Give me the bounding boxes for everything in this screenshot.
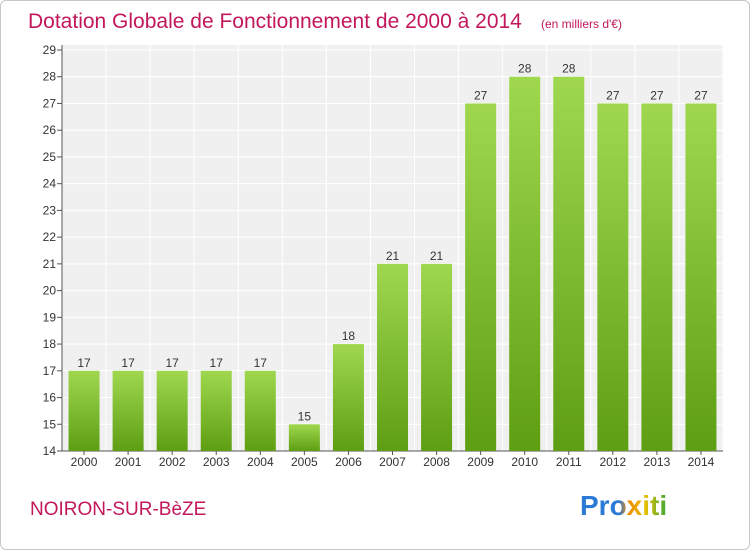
- bar-2014: [685, 103, 717, 451]
- x-tick-label-2000: 2000: [71, 455, 98, 469]
- y-tick-label-25: 25: [43, 150, 57, 164]
- y-tick-label-16: 16: [43, 391, 57, 405]
- chart-title: Dotation Globale de Fonctionnement de 20…: [28, 10, 522, 33]
- data-label-2009: 27: [474, 88, 488, 102]
- data-label-2000: 17: [77, 356, 91, 370]
- bar-2001: [112, 370, 144, 451]
- data-label-2007: 21: [386, 249, 400, 263]
- bar-2008: [421, 263, 453, 451]
- chart-unit: (en milliers d'€): [541, 17, 622, 31]
- x-tick-label-2013: 2013: [644, 455, 671, 469]
- bar-2007: [377, 263, 408, 451]
- y-tick-label-17: 17: [43, 364, 57, 378]
- x-tick-label-2002: 2002: [159, 455, 186, 469]
- y-tick-label-26: 26: [43, 123, 57, 137]
- data-labels: 17 17 17 17 17 15 18 21 21 27 28 28 27 27 27: [77, 62, 708, 424]
- y-tick-label-15: 15: [43, 417, 57, 431]
- x-tick-label-2007: 2007: [379, 455, 406, 469]
- x-tick-label-2014: 2014: [688, 455, 715, 469]
- data-label-2005: 15: [298, 409, 312, 423]
- data-label-2011: 28: [562, 62, 576, 76]
- bar-2011: [553, 76, 585, 451]
- y-tick-label-22: 22: [43, 230, 57, 244]
- x-tick-label-2003: 2003: [203, 455, 230, 469]
- commune-name: NOIRON-SUR-BèZE: [30, 499, 206, 520]
- data-label-2014: 27: [694, 88, 708, 102]
- y-tick-label-19: 19: [43, 310, 57, 324]
- x-tick-labels: 2000 2001 2002 2003 2004 2005 2006 2007 2008 2009…: [71, 455, 715, 469]
- y-tick-label-20: 20: [43, 284, 57, 298]
- x-tick-label-2006: 2006: [335, 455, 362, 469]
- y-tick-labels: 14 15 16 17 18 19 20 21 22 23 24 25 26 27 28 29: [43, 43, 57, 458]
- x-tick-label-2010: 2010: [511, 455, 538, 469]
- data-label-2002: 17: [165, 356, 179, 370]
- bar-2012: [597, 103, 629, 451]
- y-tick-label-28: 28: [43, 70, 57, 84]
- x-tick-label-2011: 2011: [556, 455, 582, 469]
- x-tick-label-2004: 2004: [247, 455, 274, 469]
- data-label-2003: 17: [210, 356, 224, 370]
- bar-2004: [244, 370, 276, 451]
- bar-2000: [68, 370, 100, 451]
- x-tick-label-2012: 2012: [599, 455, 626, 469]
- data-label-2013: 27: [650, 88, 664, 102]
- x-tick-label-2001: 2001: [115, 455, 142, 469]
- bars: [68, 76, 717, 451]
- bar-2005: [288, 424, 320, 451]
- data-label-2006: 18: [342, 329, 356, 343]
- y-tick-label-14: 14: [43, 444, 57, 458]
- bar-2006: [332, 344, 364, 451]
- bar-2013: [641, 103, 673, 451]
- data-label-2004: 17: [254, 356, 268, 370]
- data-label-2001: 17: [121, 356, 135, 370]
- x-tick-label-2008: 2008: [423, 455, 450, 469]
- proxiti-logo: Proxiti: [580, 490, 667, 521]
- data-label-2008: 21: [430, 249, 444, 263]
- bar-2003: [200, 370, 232, 451]
- bar-2002: [156, 370, 188, 451]
- data-label-2010: 28: [518, 62, 532, 76]
- y-tick-label-18: 18: [43, 337, 57, 351]
- y-tick-label-27: 27: [43, 96, 57, 110]
- y-tick-label-24: 24: [43, 177, 57, 191]
- y-tick-label-23: 23: [43, 203, 57, 217]
- bar-2009: [465, 103, 497, 451]
- data-label-2012: 27: [606, 88, 620, 102]
- bar-2010: [509, 76, 541, 451]
- x-tick-label-2005: 2005: [291, 455, 318, 469]
- x-tick-label-2009: 2009: [467, 455, 494, 469]
- y-tick-label-29: 29: [43, 43, 57, 57]
- y-tick-label-21: 21: [43, 257, 57, 271]
